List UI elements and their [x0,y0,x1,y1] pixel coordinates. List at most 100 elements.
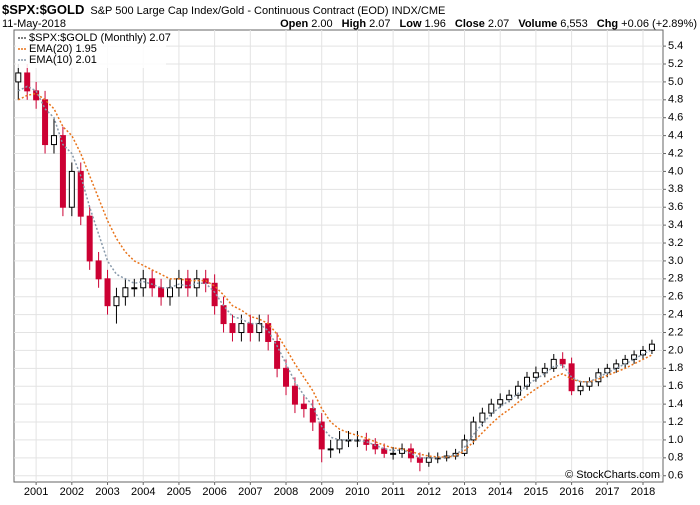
description: S&P 500 Large Cap Index/Gold - Continuou… [90,5,445,17]
y-tick-label: 4.4 [668,130,683,142]
candle-body [184,278,191,289]
candle-body [479,412,486,423]
plot-frame [13,29,664,483]
candle-body [140,278,147,289]
candle-body [291,385,298,405]
x-tick-label: 2015 [524,486,548,498]
x-tick-label: 2003 [95,486,119,498]
y-tick-label: 1.2 [668,416,683,428]
candle-body [336,439,343,450]
candle-body [15,72,22,83]
y-tick-label: 3.2 [668,237,683,249]
candle-body [399,448,406,454]
x-tick-label: 2014 [488,486,512,498]
quote-label: Close [455,18,485,30]
x-tick-label: 2005 [167,486,191,498]
x-tick-label: 2016 [559,486,583,498]
candle-body [77,170,84,217]
y-tick-label: 2.8 [668,273,683,285]
y-tick-label: 0.6 [668,470,683,482]
x-tick-label: 2011 [381,486,405,498]
candle-body [559,358,566,365]
y-tick-label: 5.4 [668,40,683,52]
quote-label: Open [280,18,308,30]
y-tick-label: 3.4 [668,219,683,231]
y-tick-label: 1.0 [668,434,683,446]
x-tick-label: 2004 [131,486,155,498]
quote-value: 1.96 [425,18,446,30]
y-tick-label: 1.8 [668,362,683,374]
candle-body [631,354,638,360]
y-tick-label: 2.0 [668,344,683,356]
candle-body [390,452,397,455]
candle-body [167,287,174,298]
watermark: © StockCharts.com [565,469,660,481]
y-tick-label: 2.2 [668,326,683,338]
legend-label: $SPX:$GOLD (Monthly) 2.07 [29,32,171,44]
ema-line [17,85,653,459]
candle-body [488,403,495,414]
header-title: $SPX:$GOLD S&P 500 Large Cap Index/Gold -… [2,2,445,17]
candle-body [113,296,120,307]
x-tick-label: 2002 [60,486,84,498]
candle-body [648,343,655,351]
y-tick-label: 5.2 [668,58,683,70]
y-tick-label: 3.6 [668,201,683,213]
candle-body [613,363,620,369]
y-tick-label: 2.6 [668,291,683,303]
candle-body [122,287,129,298]
candle-body [175,278,182,289]
y-tick-label: 4.8 [668,94,683,106]
candle-body [274,340,281,369]
x-tick-label: 2006 [202,486,226,498]
x-tick-label: 2017 [595,486,619,498]
candle-body [50,135,57,146]
y-tick-label: 3.0 [668,255,683,267]
y-tick-label: 4.0 [668,165,683,177]
candle-body [149,278,156,289]
ema-line [17,92,653,458]
y-tick-label: 4.6 [668,112,683,124]
candle-body [506,394,513,401]
candle-body [211,282,218,307]
candle-body [95,260,102,280]
y-tick-label: 5.0 [668,76,683,88]
candle-body [595,372,602,383]
y-tick-label: 0.8 [668,452,683,464]
y-tick-label: 1.4 [668,398,683,410]
x-tick-label: 2009 [309,486,333,498]
quote-label: Volume [518,18,557,30]
date: 11-May-2018 [2,18,66,30]
y-tick-label: 1.6 [668,380,683,392]
quote-label: Chg [597,18,618,30]
candle-body [158,287,165,298]
y-tick-label: 4.2 [668,147,683,159]
candle-body [24,72,31,92]
quote-label: High [342,18,367,30]
x-tick-label: 2018 [631,486,655,498]
candle-body [327,448,334,451]
candle-body [363,439,370,445]
candle-body [229,323,236,334]
candle-body [550,358,557,369]
candle-body [59,135,66,208]
candle-body [407,448,414,459]
y-tick-label: 3.8 [668,183,683,195]
candle-body [381,448,388,454]
candle-body [238,323,245,334]
candle-body [86,215,93,262]
legend-bg [16,32,166,68]
quote-value: +0.06 (+2.89%) [621,18,697,30]
x-tick-label: 2013 [452,486,476,498]
x-tick-label: 2010 [345,486,369,498]
candle-body [247,323,254,334]
quote-value: 2.07 [369,18,390,30]
candle-body [104,278,111,307]
y-tick-label: 2.4 [668,309,683,321]
x-tick-label: 2007 [238,486,262,498]
candle-body [256,323,263,334]
x-tick-label: 2001 [24,486,48,498]
candle-body [497,399,504,405]
candle-body [131,287,138,290]
